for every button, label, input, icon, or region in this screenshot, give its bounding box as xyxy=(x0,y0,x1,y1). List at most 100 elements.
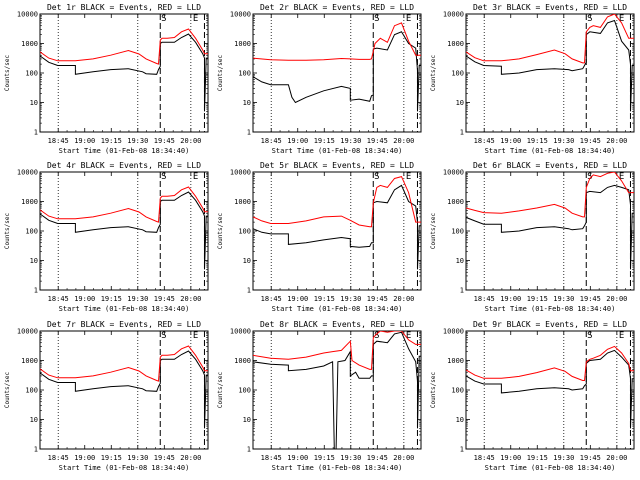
panel-title: Det 4r BLACK = Events, RED = LLD xyxy=(47,161,201,170)
y-tick-label: 100 xyxy=(238,387,251,395)
lld-line xyxy=(253,22,421,61)
x-tick-label: 19:15 xyxy=(314,137,335,145)
x-tick-label: 19:15 xyxy=(527,295,548,303)
lld-line xyxy=(466,14,634,64)
events-line xyxy=(466,19,634,112)
y-tick-label: 10000 xyxy=(17,328,38,336)
interval-marker: S xyxy=(161,331,166,341)
x-tick-label: 19:15 xyxy=(101,454,122,462)
y-tick-label: 1000 xyxy=(21,357,38,365)
y-tick-label: 10 xyxy=(456,99,464,107)
x-tick-label: 19:00 xyxy=(74,295,95,303)
interval-marker: S xyxy=(587,331,592,341)
y-tick-label: 100 xyxy=(238,228,251,236)
x-tick-label: 19:45 xyxy=(580,454,601,462)
x-tick-label: 18:45 xyxy=(261,295,282,303)
x-tick-label: 18:45 xyxy=(48,295,69,303)
x-tick-label: 20:00 xyxy=(606,454,627,462)
x-axis-label: Start Time (01-Feb-08 18:34:40) xyxy=(485,464,616,472)
lld-line xyxy=(253,331,421,370)
y-tick-label: 10000 xyxy=(443,328,464,336)
interval-marker: E xyxy=(193,172,198,182)
interval-marker: E xyxy=(406,14,411,24)
x-tick-label: 20:00 xyxy=(606,295,627,303)
x-tick-label: 18:45 xyxy=(48,454,69,462)
x-tick-label: 19:15 xyxy=(101,295,122,303)
x-tick-label: 19:30 xyxy=(340,137,361,145)
x-tick-label: 18:45 xyxy=(261,137,282,145)
interval-marker: E xyxy=(406,172,411,182)
y-axis-label: Counts/sec xyxy=(430,372,437,409)
y-tick-label: 1 xyxy=(460,129,464,137)
x-tick-label: 18:45 xyxy=(474,295,495,303)
events-line xyxy=(40,191,208,270)
panel-9: Det 9r BLACK = Events, RED = LLD Counts/s… xyxy=(430,320,635,472)
interval-marker: S xyxy=(161,172,166,182)
y-axis-label: Counts/sec xyxy=(430,213,437,250)
panel-title: Det 3r BLACK = Events, RED = LLD xyxy=(473,3,627,12)
interval-marker: S xyxy=(374,172,379,182)
y-tick-label: 100 xyxy=(25,228,38,236)
x-axis-label: Start Time (01-Feb-08 18:34:40) xyxy=(59,305,190,313)
x-tick-label: 19:00 xyxy=(287,295,308,303)
y-tick-label: 10000 xyxy=(17,11,38,19)
x-tick-label: 19:15 xyxy=(314,454,335,462)
y-tick-label: 1 xyxy=(34,129,38,137)
interval-marker: S xyxy=(374,14,379,24)
x-tick-label: 19:45 xyxy=(367,137,388,145)
y-tick-label: 1 xyxy=(460,287,464,295)
x-tick-label: 19:30 xyxy=(553,295,574,303)
x-tick-label: 19:45 xyxy=(580,137,601,145)
y-axis-label: Counts/sec xyxy=(430,55,437,92)
y-tick-label: 100 xyxy=(25,387,38,395)
panel-title: Det 1r BLACK = Events, RED = LLD xyxy=(47,3,201,12)
x-tick-label: 20:00 xyxy=(393,137,414,145)
y-tick-label: 100 xyxy=(451,228,464,236)
events-line xyxy=(466,184,634,270)
x-tick-label: 19:00 xyxy=(74,137,95,145)
events-line xyxy=(40,33,208,112)
panel-7: Det 7r BLACK = Events, RED = LLD Counts/s… xyxy=(4,320,209,472)
y-tick-label: 1 xyxy=(460,446,464,454)
y-tick-label: 10 xyxy=(30,99,38,107)
interval-marker: S xyxy=(374,331,379,341)
x-tick-label: 19:30 xyxy=(340,454,361,462)
x-tick-label: 18:45 xyxy=(48,137,69,145)
x-tick-label: 19:45 xyxy=(367,295,388,303)
y-axis-label: Counts/sec xyxy=(4,55,11,92)
x-axis-label: Start Time (01-Feb-08 18:34:40) xyxy=(59,464,190,472)
x-axis-label: Start Time (01-Feb-08 18:34:40) xyxy=(272,464,403,472)
x-axis-label: Start Time (01-Feb-08 18:34:40) xyxy=(485,147,616,155)
y-tick-label: 10 xyxy=(243,416,251,424)
events-line xyxy=(40,350,208,429)
y-tick-label: 10000 xyxy=(230,169,251,177)
x-tick-label: 19:30 xyxy=(127,137,148,145)
y-tick-label: 1000 xyxy=(21,40,38,48)
plot-frame xyxy=(252,13,422,133)
x-tick-label: 19:00 xyxy=(500,137,521,145)
x-tick-label: 19:30 xyxy=(127,454,148,462)
y-axis-label: Counts/sec xyxy=(4,213,11,250)
y-tick-label: 10 xyxy=(456,416,464,424)
y-tick-label: 1 xyxy=(247,287,251,295)
interval-marker: E xyxy=(193,14,198,24)
y-tick-label: 10 xyxy=(243,99,251,107)
y-tick-label: 1000 xyxy=(234,40,251,48)
x-tick-label: 19:15 xyxy=(314,295,335,303)
plot-frame xyxy=(465,13,635,133)
panel-3: Det 3r BLACK = Events, RED = LLD Counts/s… xyxy=(430,3,635,155)
y-tick-label: 10000 xyxy=(443,169,464,177)
x-tick-label: 18:45 xyxy=(474,454,495,462)
panel-2: Det 2r BLACK = Events, RED = LLD Counts/s… xyxy=(217,3,422,155)
y-axis-label: Counts/sec xyxy=(217,55,224,92)
x-tick-label: 19:45 xyxy=(580,295,601,303)
lld-line xyxy=(40,345,208,382)
x-tick-label: 19:45 xyxy=(154,454,175,462)
x-tick-label: 20:00 xyxy=(180,137,201,145)
events-line xyxy=(253,184,421,270)
x-tick-label: 20:00 xyxy=(393,295,414,303)
y-tick-label: 10000 xyxy=(230,328,251,336)
lld-line xyxy=(253,176,421,228)
events-line xyxy=(466,349,634,429)
y-axis-label: Counts/sec xyxy=(4,372,11,409)
